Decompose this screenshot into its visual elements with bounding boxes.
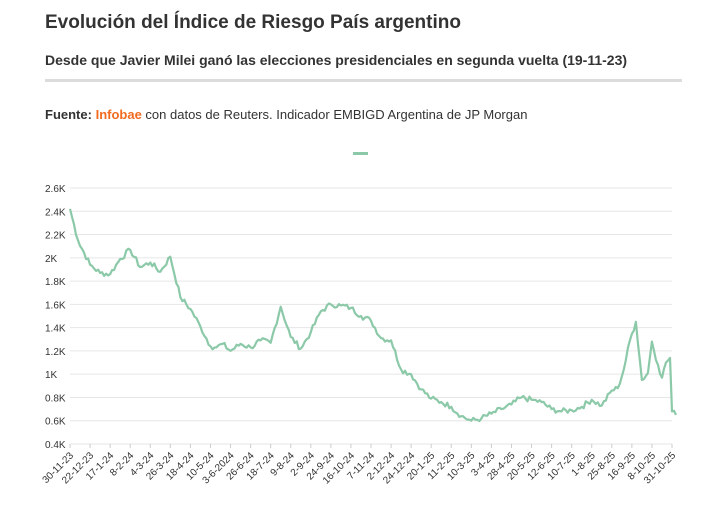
data-point[interactable] bbox=[208, 344, 212, 348]
source-brand: Infobae bbox=[95, 107, 142, 122]
series-line-riesgo-pais[interactable] bbox=[68, 208, 677, 423]
data-point[interactable] bbox=[369, 319, 373, 323]
data-point[interactable] bbox=[399, 368, 403, 372]
y-tick-label: 2K bbox=[45, 254, 58, 265]
data-point[interactable] bbox=[339, 304, 343, 308]
data-point[interactable] bbox=[269, 341, 273, 345]
data-point[interactable] bbox=[670, 409, 674, 413]
data-point[interactable] bbox=[108, 272, 112, 276]
data-point[interactable] bbox=[570, 408, 574, 412]
source-note: Fuente: Infobae con datos de Reuters. In… bbox=[45, 107, 527, 122]
data-point[interactable] bbox=[198, 324, 202, 328]
data-point[interactable] bbox=[429, 397, 433, 401]
y-tick-label: 2.4K bbox=[45, 207, 66, 218]
data-point[interactable] bbox=[664, 361, 668, 365]
data-point[interactable] bbox=[319, 309, 323, 313]
data-point[interactable] bbox=[520, 395, 524, 399]
data-point[interactable] bbox=[68, 207, 72, 211]
data-point[interactable] bbox=[640, 378, 644, 382]
data-point[interactable] bbox=[178, 295, 182, 299]
data-point[interactable] bbox=[674, 413, 678, 417]
data-point[interactable] bbox=[379, 336, 383, 340]
data-point[interactable] bbox=[409, 372, 413, 376]
legend bbox=[353, 152, 368, 155]
data-point[interactable] bbox=[389, 338, 393, 342]
data-point[interactable] bbox=[600, 404, 604, 408]
grid-lines bbox=[70, 187, 672, 445]
data-point[interactable] bbox=[221, 342, 225, 346]
data-point[interactable] bbox=[329, 302, 333, 306]
data-point[interactable] bbox=[550, 407, 554, 411]
data-point[interactable] bbox=[622, 368, 626, 372]
y-tick-label: 2.6K bbox=[45, 184, 66, 195]
y-tick-label: 0.4K bbox=[45, 440, 66, 451]
data-point[interactable] bbox=[560, 409, 564, 413]
y-tick-label: 2.2K bbox=[45, 231, 66, 242]
data-point[interactable] bbox=[634, 320, 638, 324]
data-point[interactable] bbox=[88, 263, 92, 267]
data-point[interactable] bbox=[489, 412, 493, 416]
data-point[interactable] bbox=[214, 345, 218, 349]
data-point[interactable] bbox=[660, 376, 664, 380]
chart-subtitle: Desde que Javier Milei ganó las eleccion… bbox=[45, 52, 628, 68]
data-point[interactable] bbox=[158, 270, 162, 274]
data-point[interactable] bbox=[616, 386, 620, 390]
data-point[interactable] bbox=[449, 405, 453, 409]
data-point[interactable] bbox=[530, 398, 534, 402]
data-point[interactable] bbox=[188, 307, 192, 311]
y-tick-label: 1.8K bbox=[45, 277, 66, 288]
data-point[interactable] bbox=[259, 338, 263, 342]
data-point[interactable] bbox=[76, 238, 80, 242]
data-point[interactable] bbox=[509, 402, 513, 406]
y-tick-label: 1.2K bbox=[45, 347, 66, 358]
data-point[interactable] bbox=[628, 338, 632, 342]
y-tick-label: 0.8K bbox=[45, 393, 66, 404]
data-point[interactable] bbox=[469, 419, 473, 423]
data-point[interactable] bbox=[610, 388, 614, 392]
data-point[interactable] bbox=[459, 414, 463, 418]
data-point[interactable] bbox=[439, 400, 443, 404]
y-tick-label: 0.6K bbox=[45, 417, 66, 428]
y-tick-label: 1K bbox=[45, 370, 58, 381]
data-point[interactable] bbox=[239, 342, 243, 346]
data-point[interactable] bbox=[299, 347, 303, 351]
data-point[interactable] bbox=[650, 340, 654, 344]
data-point[interactable] bbox=[138, 265, 142, 269]
data-point[interactable] bbox=[479, 416, 483, 420]
data-point[interactable] bbox=[309, 330, 313, 334]
data-point[interactable] bbox=[656, 363, 660, 367]
data-point[interactable] bbox=[118, 257, 122, 261]
x-axis: 30-11-2322-12-2317-1-248-2-244-3-2426-3-… bbox=[41, 444, 678, 486]
data-point[interactable] bbox=[148, 260, 152, 264]
data-point[interactable] bbox=[168, 255, 172, 259]
source-text: con datos de Reuters. Indicador EMBIGD A… bbox=[141, 107, 528, 122]
y-axis: 0.4K 0.6K 0.8K 1K 1.2K 1.4K 1.6K 1.8K 2K 2.2K 2.4K… bbox=[45, 184, 66, 451]
data-point[interactable] bbox=[98, 271, 102, 275]
data-point[interactable] bbox=[580, 405, 584, 409]
y-tick-label: 1.6K bbox=[45, 300, 66, 311]
data-point[interactable] bbox=[646, 371, 650, 375]
data-point[interactable] bbox=[668, 356, 672, 360]
series-group bbox=[68, 207, 678, 423]
data-point[interactable] bbox=[249, 345, 253, 349]
data-point[interactable] bbox=[499, 407, 503, 411]
data-point[interactable] bbox=[229, 349, 233, 353]
data-point[interactable] bbox=[540, 400, 544, 404]
data-point[interactable] bbox=[128, 248, 132, 252]
data-point[interactable] bbox=[359, 314, 363, 318]
legend-swatch[interactable] bbox=[353, 152, 368, 155]
data-point[interactable] bbox=[289, 335, 293, 339]
data-point[interactable] bbox=[279, 305, 283, 309]
header-divider bbox=[45, 79, 682, 82]
data-point[interactable] bbox=[590, 398, 594, 402]
y-tick-label: 1.4K bbox=[45, 324, 66, 335]
data-point[interactable] bbox=[419, 387, 423, 391]
data-point[interactable] bbox=[349, 306, 353, 310]
chart-title: Evolución del Índice de Riesgo País arge… bbox=[45, 12, 461, 33]
source-label: Fuente: bbox=[45, 107, 92, 122]
